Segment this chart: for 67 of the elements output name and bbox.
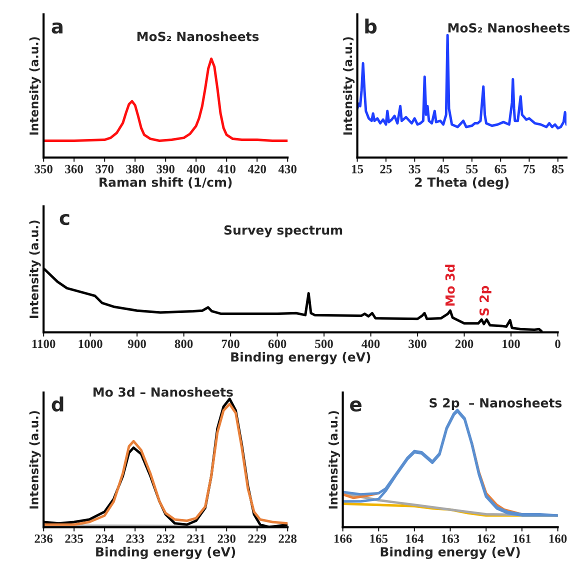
chart-title: Survey spectrum bbox=[224, 225, 342, 238]
text: b bbox=[365, 18, 377, 34]
x-tick-label: 360 bbox=[65, 164, 83, 174]
x-tick-label: 1100 bbox=[32, 340, 56, 348]
y-axis-title: Intensity (a.u.) bbox=[328, 411, 340, 508]
x-tick-label: 162 bbox=[478, 534, 495, 543]
x-tick-label: 236 bbox=[34, 534, 53, 543]
x-tick-label: 100 bbox=[502, 340, 520, 348]
x-tick-label: 420 bbox=[248, 164, 266, 174]
x-tick-label: 230 bbox=[218, 534, 236, 543]
x-tick-label: 45 bbox=[437, 164, 450, 174]
x-tick-label: 235 bbox=[65, 534, 83, 543]
x-tick-label: 600 bbox=[268, 340, 286, 348]
x-tick-label: 500 bbox=[315, 340, 333, 348]
text: a bbox=[52, 22, 62, 34]
x-tick-label: 700 bbox=[222, 340, 240, 348]
x-axis-title: Raman shift (1/cm) bbox=[100, 177, 232, 188]
x-tick-label: 1000 bbox=[78, 340, 102, 348]
x-axis-title: Binding energy (eV) bbox=[380, 546, 520, 560]
x-tick-label: 35 bbox=[408, 164, 420, 174]
x-tick-label: 300 bbox=[408, 340, 426, 348]
x-tick-label: 166 bbox=[334, 534, 352, 543]
x-tick-label: 380 bbox=[126, 164, 144, 174]
x-axis-title: Binding energy (eV) bbox=[96, 546, 236, 560]
y-axis-title: Intensity (a.u.) bbox=[29, 220, 41, 318]
annotation: d bbox=[52, 396, 64, 412]
x-tick-label: 55 bbox=[466, 165, 478, 174]
x-tick-label: 900 bbox=[128, 340, 146, 348]
chart-title: Mo 3d – Nanosheets bbox=[94, 387, 233, 397]
chart-title: S 2p – Nanosheets bbox=[430, 398, 562, 410]
x-tick-label: 25 bbox=[380, 164, 392, 174]
x-tick-label: 800 bbox=[174, 340, 193, 348]
chart-title: MoS₂ Nanosheets bbox=[448, 22, 570, 33]
x-tick-label: 231 bbox=[187, 534, 205, 543]
x-tick-label: 228 bbox=[278, 534, 297, 543]
x-tick-label: 15 bbox=[352, 164, 364, 174]
x-axis-title: Binding energy (eV) bbox=[231, 352, 370, 364]
x-tick-label: 65 bbox=[494, 164, 506, 174]
y-axis-title: Intensity (a.u.) bbox=[29, 37, 41, 135]
x-tick-label: 350 bbox=[34, 164, 52, 174]
x-tick-label: 234 bbox=[96, 534, 114, 543]
x-tick-label: 430 bbox=[278, 164, 296, 174]
annotation: e bbox=[350, 400, 362, 412]
annotation: S 2p bbox=[479, 286, 492, 316]
annotation: Mo 3d bbox=[445, 264, 455, 306]
x-tick-label: 370 bbox=[96, 164, 114, 174]
y-axis-title: Intensity (a.u.) bbox=[29, 411, 41, 508]
x-tick-label: 229 bbox=[248, 534, 266, 543]
chart-title: MoS₂ Nanosheets bbox=[137, 32, 259, 42]
x-tick-label: 161 bbox=[514, 534, 531, 543]
x-tick-label: 160 bbox=[549, 534, 567, 543]
x-tick-label: 164 bbox=[406, 534, 424, 543]
x-tick-label: 390 bbox=[156, 164, 174, 174]
x-tick-label: 163 bbox=[442, 534, 460, 543]
x-tick-label: 165 bbox=[370, 534, 388, 543]
x-tick-label: 200 bbox=[455, 340, 474, 348]
y-axis-title: Intensity (a.u.) bbox=[343, 37, 355, 135]
x-tick-label: 410 bbox=[217, 164, 236, 174]
x-tick-label: 232 bbox=[156, 534, 174, 543]
x-axis-title: 2 Theta (deg) bbox=[415, 177, 509, 190]
x-tick-label: 85 bbox=[552, 164, 564, 174]
x-tick-label: 233 bbox=[126, 534, 144, 543]
x-tick-label: 400 bbox=[362, 340, 380, 348]
x-tick-label: 400 bbox=[186, 164, 205, 174]
text: c bbox=[60, 214, 70, 226]
x-tick-label: 75 bbox=[524, 165, 536, 174]
x-tick-label: 0 bbox=[555, 340, 560, 348]
